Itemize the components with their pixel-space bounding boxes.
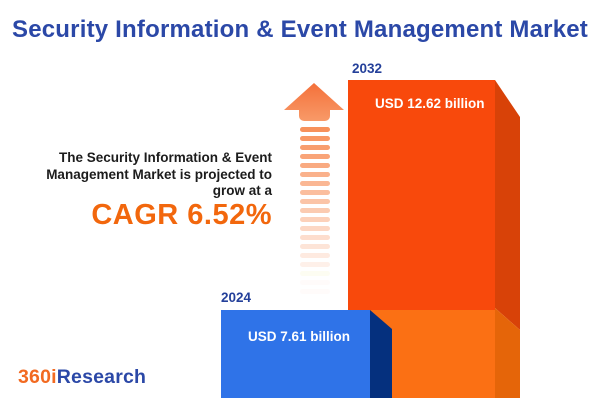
bar-value-2024: USD 7.61 billion (248, 329, 351, 344)
bar-value-2032: USD 12.62 billion (375, 96, 485, 111)
company-logo: 360iResearch (18, 366, 146, 389)
growth-arrow-icon (284, 83, 344, 276)
tagline-text: The Security Information & Event Managem… (0, 150, 272, 200)
tagline-line-1: The Security Information & Event (58, 150, 272, 165)
bar-2024 (221, 310, 392, 398)
page-title: Security Information & Event Management … (12, 16, 588, 43)
bar-2032 (348, 80, 520, 398)
logo-prefix: 360i (18, 366, 57, 388)
logo-suffix: Research (56, 366, 147, 388)
tagline-line-2: Management Market is projected to (46, 166, 272, 182)
arrow-stripes (300, 127, 330, 276)
year-label-2032: 2032 (352, 61, 383, 76)
tagline-line-3: grow at a (212, 183, 272, 198)
cagr-value: CAGR 6.52% (91, 199, 272, 231)
year-label-2024: 2024 (221, 290, 252, 305)
